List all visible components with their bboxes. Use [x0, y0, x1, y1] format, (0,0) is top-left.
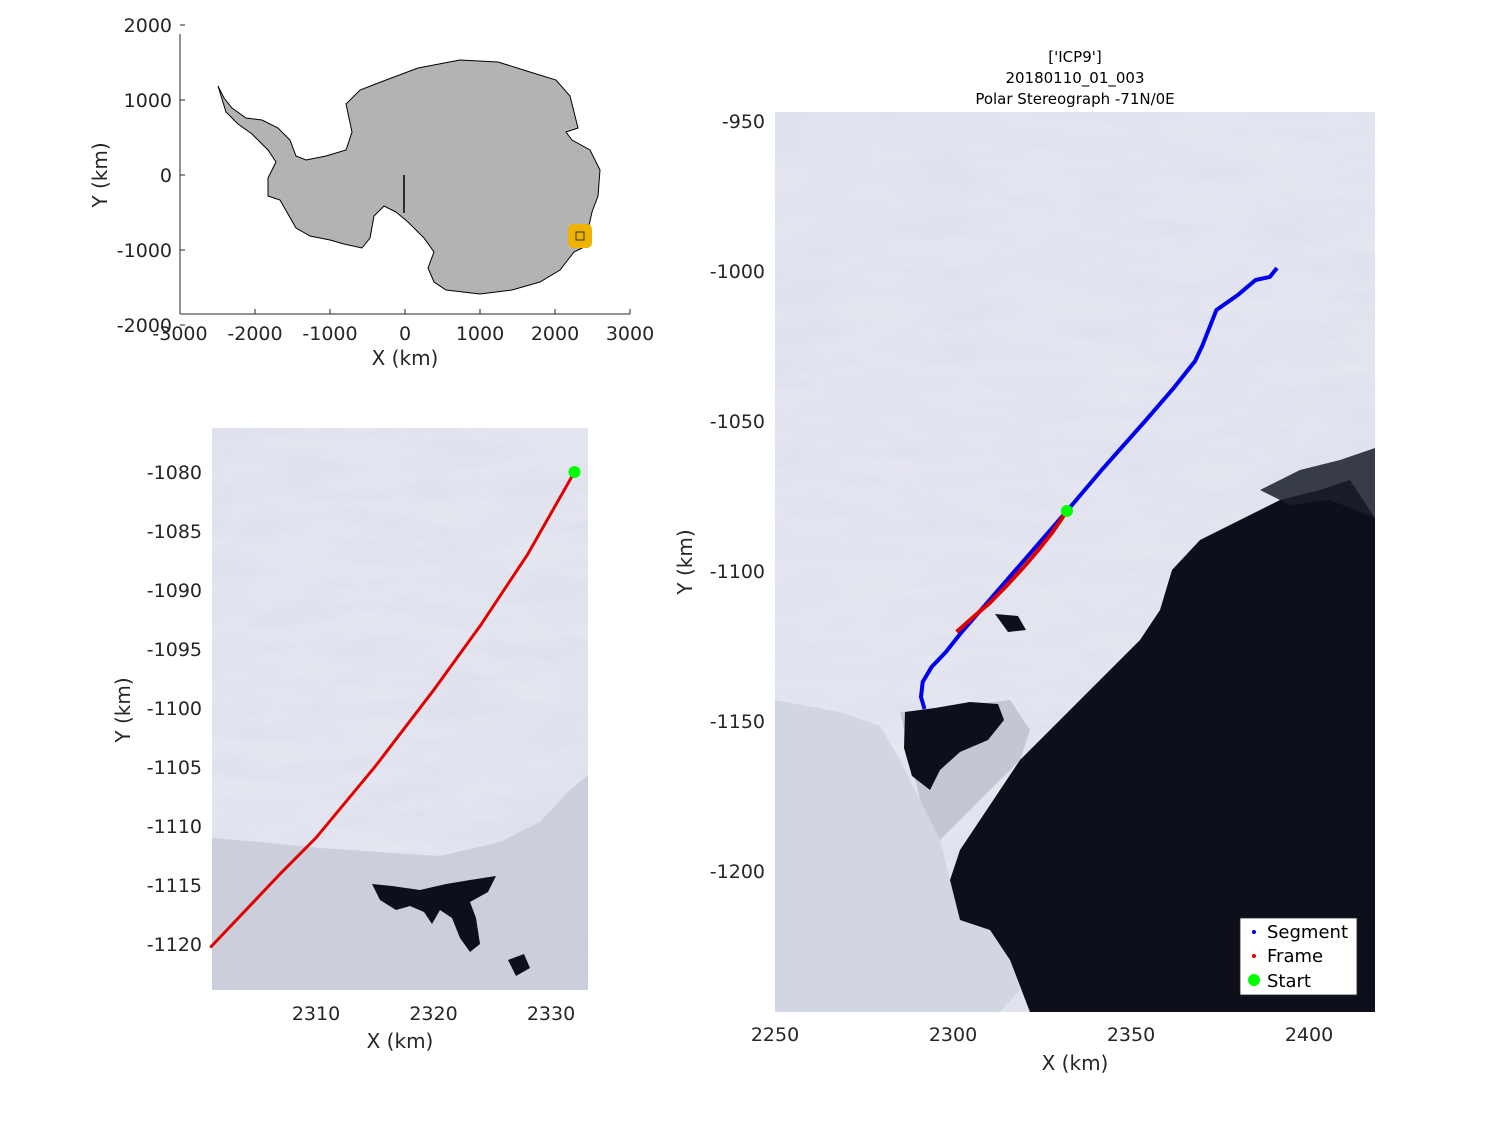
main-ice-tongue: [775, 700, 1020, 1012]
region-marker: [568, 224, 592, 248]
zoom-xtick-label: 2320: [409, 1003, 457, 1025]
overview-xtick-label: 1000: [456, 323, 504, 345]
zoom-open-water: [372, 876, 496, 952]
main-ytick-label: -1150: [710, 711, 765, 733]
main-ytick-label: -1200: [710, 861, 765, 883]
zoom-ytick-label: -1085: [147, 521, 202, 543]
zoom-ytick-label: -1100: [147, 698, 202, 720]
zoom-xtick-label: 2330: [527, 1003, 575, 1025]
main-xtick-label: 2300: [929, 1024, 977, 1046]
overview-map: -3000 -2000 -1000 0 1000 2000 3000 200010000-1…: [88, 15, 654, 370]
overview-ytick-label: 0: [160, 165, 172, 187]
legend-segment-label: Segment: [1267, 922, 1348, 943]
region-marker-inner: [575, 231, 585, 241]
antarctica-landmass: [217, 59, 601, 295]
zoom-xlabel: X (km): [367, 1029, 434, 1053]
zoom-open-water-patch: [508, 954, 530, 976]
main-xtick-label: 2400: [1285, 1024, 1333, 1046]
zoom-map: 2310 2320 2330 -1080-1085-1090-1095-1100-1…: [111, 428, 588, 1053]
main-polynya: [904, 702, 1004, 790]
legend-start-label: Start: [1267, 971, 1311, 992]
zoom-ytick-label: -1090: [147, 580, 202, 602]
main-ytick-label: -1000: [710, 261, 765, 283]
main-title-line-3: Polar Stereograph -71N/0E: [975, 90, 1174, 108]
main-segment-track: [918, 266, 1279, 710]
overview-ytick-label: -1000: [117, 240, 172, 262]
main-x-ticks: 2250 2300 2350 2400: [751, 1024, 1333, 1046]
overview-xtick-label: -1000: [302, 323, 357, 345]
legend-segment-swatch: [1252, 930, 1256, 934]
main-ytick-label: -1100: [710, 561, 765, 583]
zoom-frame-track: [209, 471, 576, 949]
zoom-x-ticks: 2310 2320 2330: [292, 1003, 575, 1025]
main-open-water: [950, 480, 1375, 1012]
main-start-marker: [1060, 505, 1073, 517]
main-map: 2250 2300 2350 2400 -950 -1000 -1050 -1100 -115…: [673, 48, 1375, 1075]
zoom-ytick-label: -1110: [147, 816, 202, 838]
main-xtick-label: 2250: [751, 1024, 799, 1046]
zoom-ylabel: Y (km): [111, 677, 135, 743]
zoom-ytick-label: -1120: [147, 934, 202, 956]
zoom-xtick-label: 2310: [292, 1003, 340, 1025]
overview-x-ticks: -3000 -2000 -1000 0 1000 2000 3000: [152, 309, 654, 345]
main-xtick-label: 2350: [1107, 1024, 1155, 1046]
overview-y-ticks: 2000 1000 0 -1000 -2000: [117, 15, 185, 337]
zoom-ytick-label: -1115: [147, 875, 202, 897]
overview-xtick-label: -3000: [152, 323, 207, 345]
legend-frame-swatch: [1252, 954, 1256, 958]
main-title-line-2: 20180110_01_003: [1005, 69, 1144, 88]
overview-xtick-label: -2000: [227, 323, 282, 345]
main-y-ticks: -950 -1000 -1050 -1100 -1150 -1200: [710, 111, 765, 883]
zoom-sea-ice-band: [212, 775, 588, 990]
overview-xtick-label: 2000: [531, 323, 579, 345]
zoom-ytick-label: -1095: [147, 639, 202, 661]
zoom-y-ticks: -1080 -1085 -1090 -1095 -1100 -1105 -1110 -1115…: [147, 462, 202, 956]
main-title-line-1: ['ICP9']: [1048, 48, 1101, 66]
zoom-ytick-label: -1080: [147, 462, 202, 484]
overview-ytick-label: 2000: [124, 15, 172, 37]
main-frame-track: [955, 509, 1069, 634]
main-coastal-water: [1260, 448, 1375, 518]
main-legend: Segment Frame Start: [1239, 917, 1358, 996]
legend-start-swatch: [1248, 974, 1260, 986]
overview-ytick-label: 1000: [124, 90, 172, 112]
main-ytick-label: -950: [722, 111, 765, 133]
main-xlabel: X (km): [1042, 1051, 1109, 1075]
overview-ytick-label: -2000: [117, 315, 172, 337]
zoom-ytick-label: -1105: [147, 757, 202, 779]
overview-ylabel: Y (km): [88, 142, 112, 208]
main-ylabel: Y (km): [673, 529, 697, 595]
overview-xtick-label: 0: [399, 323, 411, 345]
zoom-start-marker: [568, 466, 581, 478]
main-water-patch: [995, 614, 1026, 632]
overview-xlabel: X (km): [372, 346, 439, 370]
overview-xtick-label: 3000: [606, 323, 654, 345]
main-ytick-label: -1050: [710, 411, 765, 433]
legend-frame-label: Frame: [1267, 946, 1323, 967]
